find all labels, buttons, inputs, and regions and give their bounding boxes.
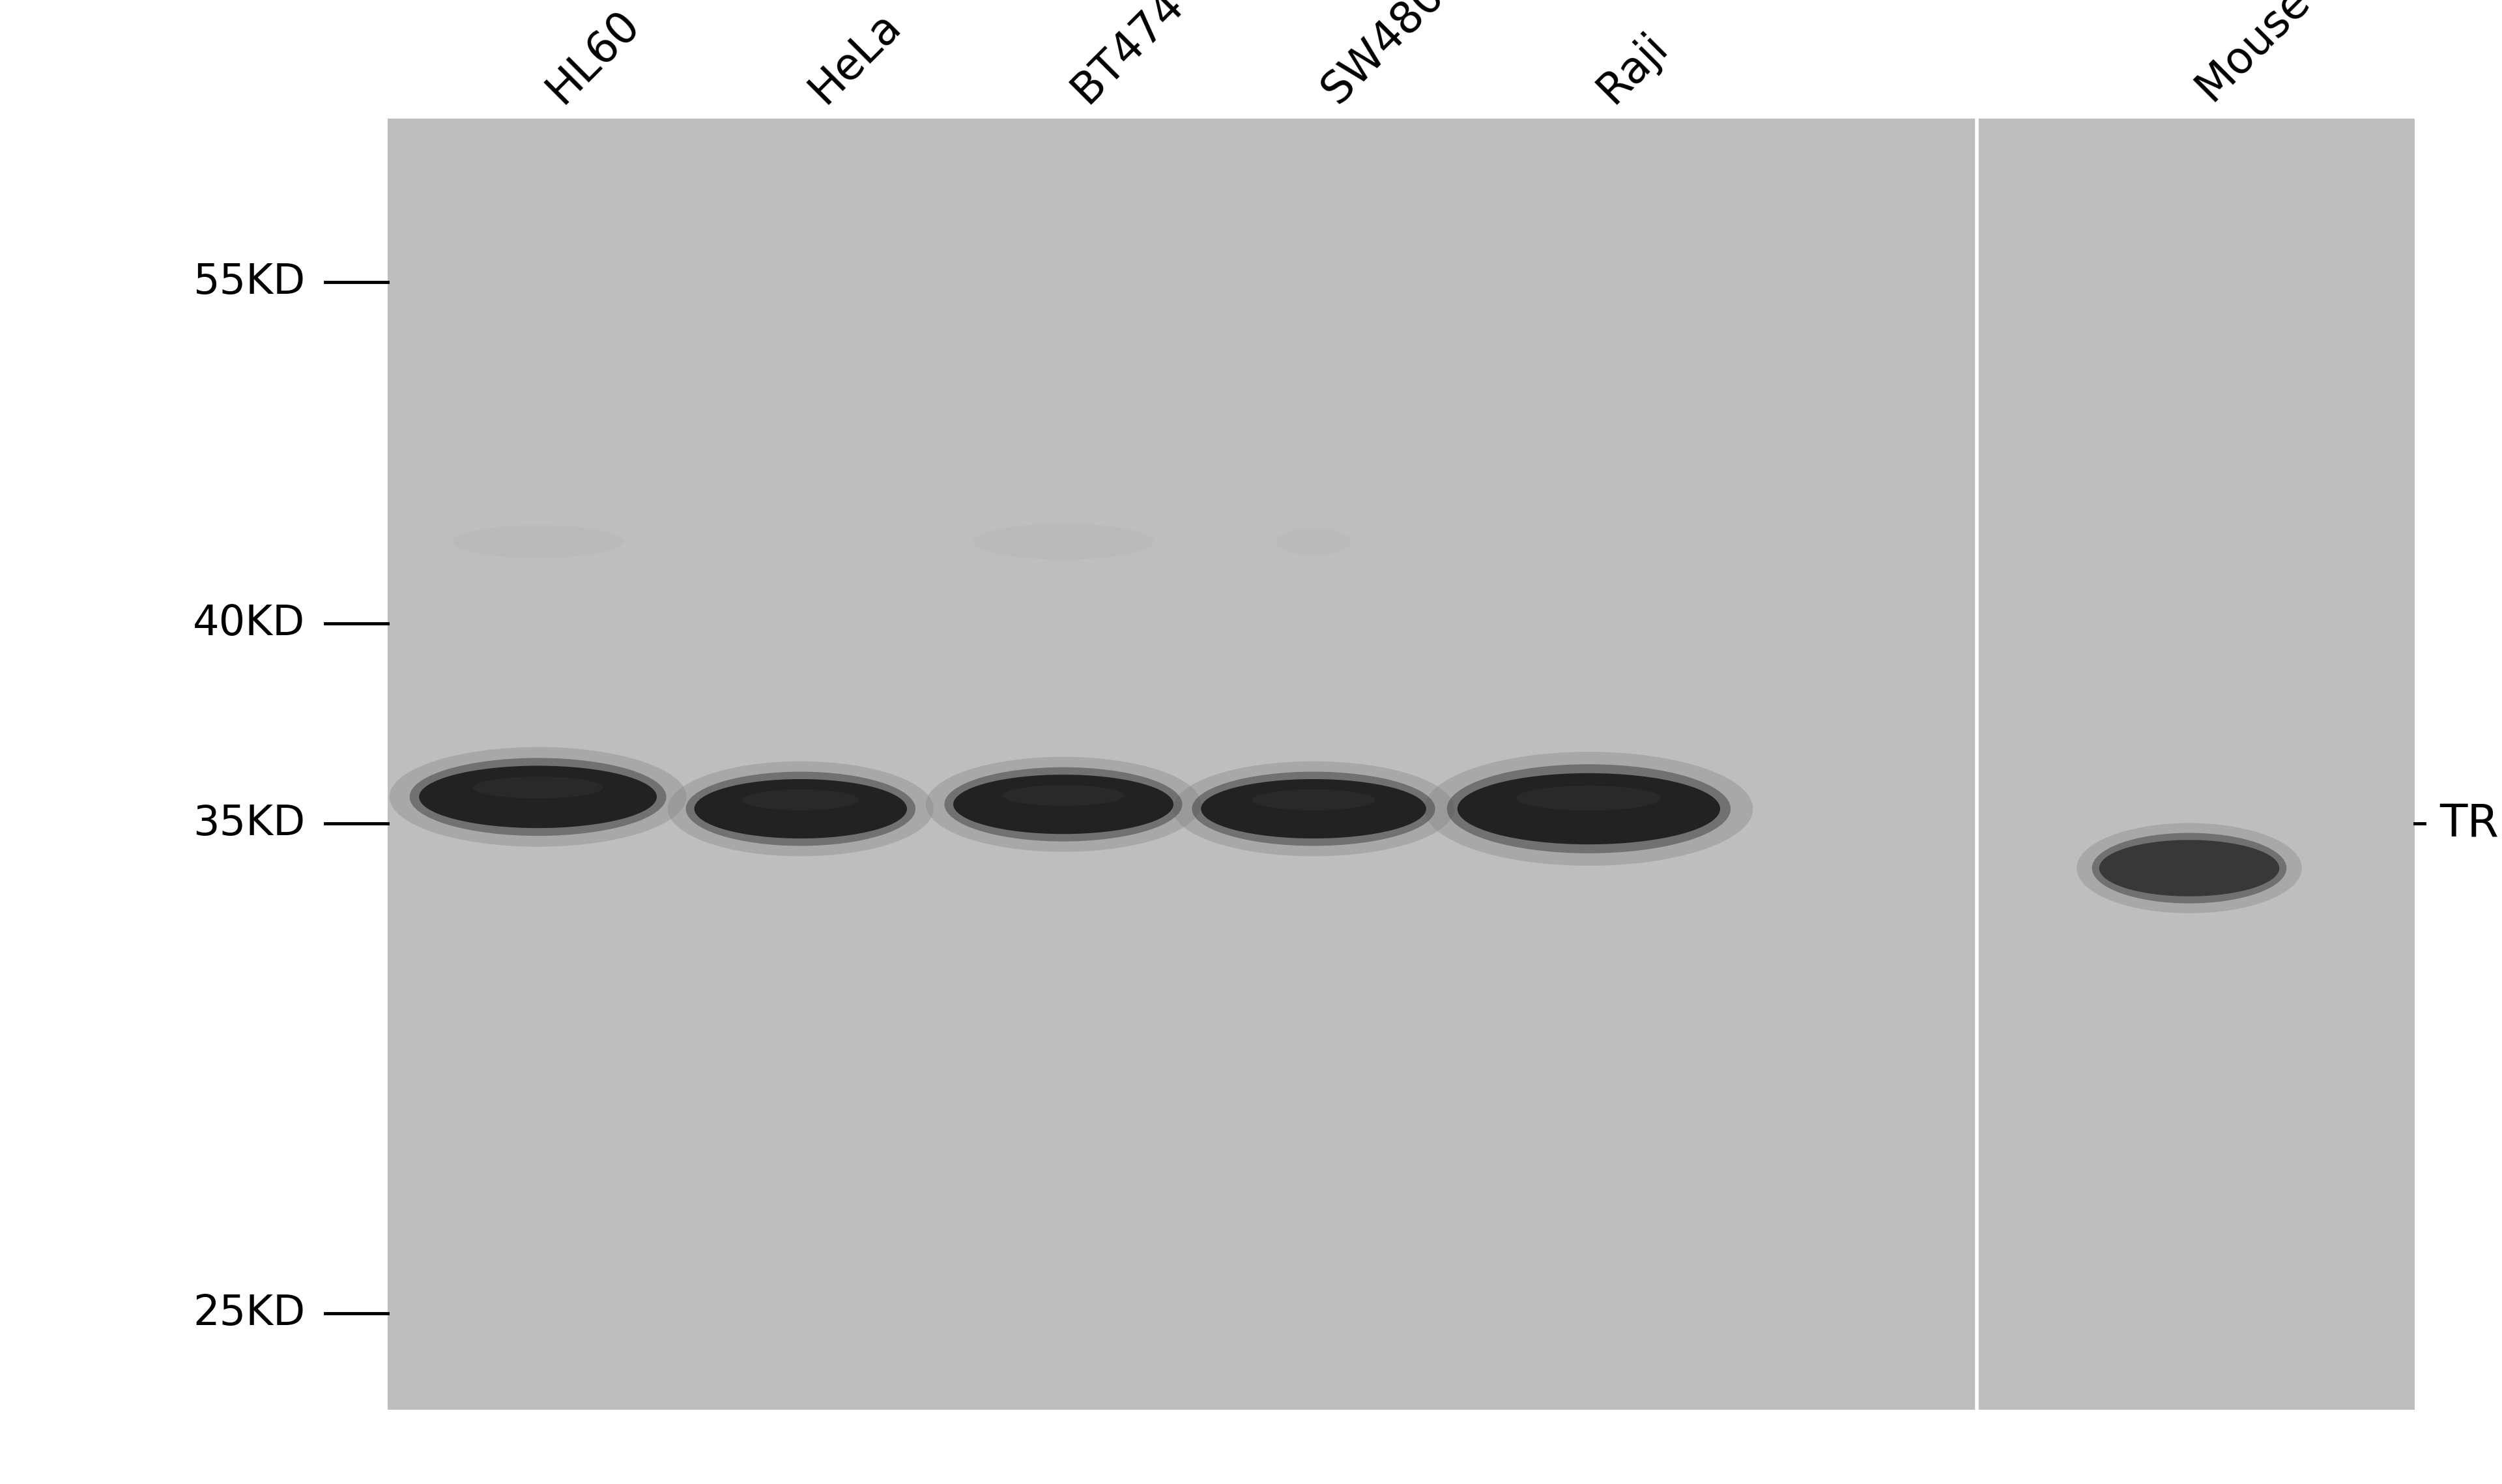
Ellipse shape: [1173, 761, 1454, 856]
Ellipse shape: [926, 757, 1201, 852]
Text: 40KD: 40KD: [193, 603, 305, 644]
Text: TREX1: TREX1: [2439, 801, 2502, 846]
Ellipse shape: [1446, 764, 1731, 853]
Ellipse shape: [668, 761, 933, 856]
Ellipse shape: [410, 758, 666, 835]
Text: Raji: Raji: [1589, 24, 1676, 111]
Text: 55KD: 55KD: [193, 261, 305, 303]
Text: BT474: BT474: [1063, 0, 1193, 111]
Bar: [388, 119, 2414, 1410]
Ellipse shape: [1191, 772, 1436, 846]
Text: HL60: HL60: [538, 1, 648, 111]
Ellipse shape: [2139, 850, 2239, 870]
Text: HeLa: HeLa: [801, 3, 908, 111]
Text: 35KD: 35KD: [193, 803, 305, 844]
Ellipse shape: [953, 775, 1173, 834]
Ellipse shape: [1276, 528, 1351, 555]
Ellipse shape: [1456, 773, 1721, 844]
Ellipse shape: [2077, 824, 2302, 913]
Ellipse shape: [943, 767, 1183, 841]
Ellipse shape: [1201, 779, 1426, 838]
Ellipse shape: [2092, 833, 2287, 904]
Ellipse shape: [686, 772, 916, 846]
Text: SW480: SW480: [1314, 0, 1454, 111]
Text: 25KD: 25KD: [193, 1293, 305, 1334]
Ellipse shape: [743, 789, 858, 810]
Ellipse shape: [473, 776, 603, 798]
Ellipse shape: [453, 525, 623, 558]
Ellipse shape: [973, 524, 1153, 559]
Ellipse shape: [1251, 789, 1376, 810]
Ellipse shape: [1003, 785, 1123, 806]
Ellipse shape: [1516, 785, 1661, 810]
Text: Mouse heart: Mouse heart: [2189, 0, 2409, 111]
Ellipse shape: [1424, 752, 1754, 865]
Ellipse shape: [2099, 840, 2279, 896]
Ellipse shape: [693, 779, 906, 838]
Ellipse shape: [420, 766, 656, 828]
Ellipse shape: [390, 746, 686, 847]
